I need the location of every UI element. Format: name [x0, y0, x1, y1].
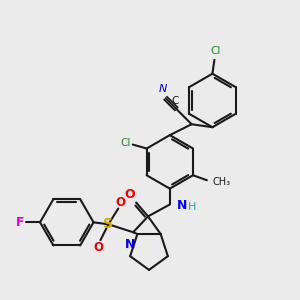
Text: N: N: [158, 84, 167, 94]
Text: H: H: [188, 202, 196, 212]
Text: N: N: [176, 199, 187, 212]
Text: Cl: Cl: [210, 46, 220, 56]
Text: O: O: [115, 196, 125, 209]
Text: Cl: Cl: [121, 138, 131, 148]
Text: S: S: [103, 217, 113, 231]
Text: N: N: [125, 238, 135, 251]
Text: O: O: [94, 241, 103, 254]
Text: F: F: [16, 216, 25, 229]
Text: C: C: [172, 96, 179, 106]
Text: O: O: [125, 188, 136, 201]
Text: CH₃: CH₃: [213, 177, 231, 187]
